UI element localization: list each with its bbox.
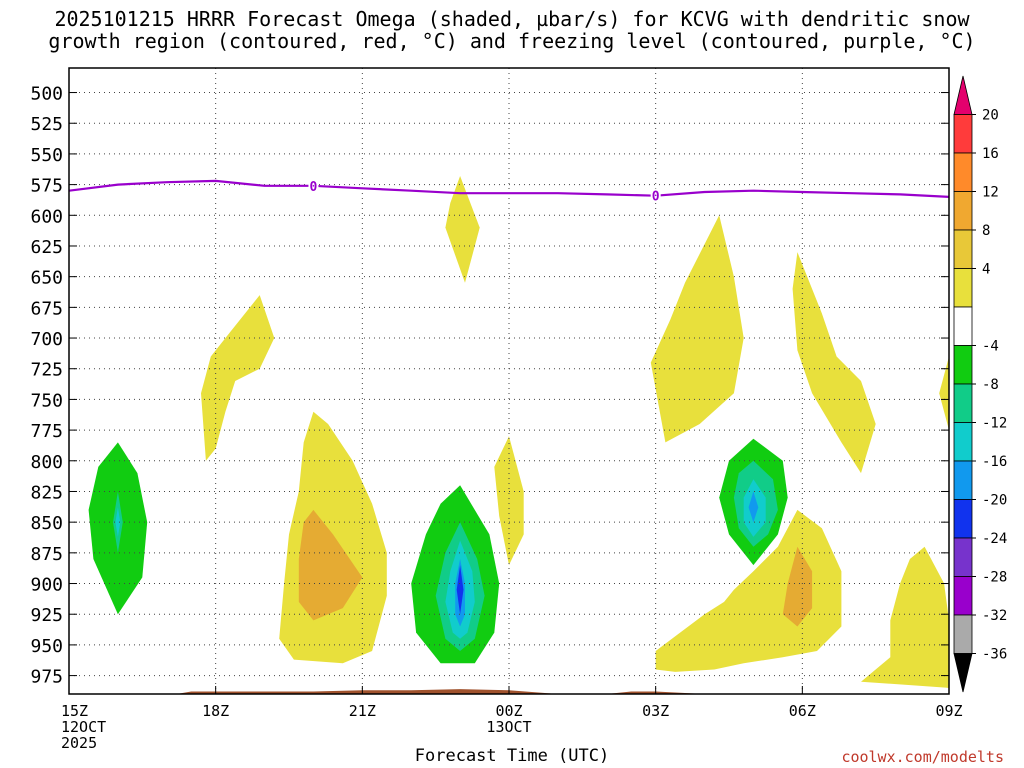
colorbar: 20 16 12 8 4 -4 -8 -12 -16 -20 -24 -28 -32 -36	[953, 75, 1007, 693]
colorbar-label-10: -24	[982, 531, 1007, 547]
y-tick-label-825: 825	[30, 482, 63, 503]
omega-region-5	[650, 215, 744, 443]
x-axis-label: Forecast Time (UTC)	[414, 746, 610, 766]
omega-region-23	[748, 491, 759, 523]
colorbar-bin-2	[953, 152, 973, 192]
colorbar-bin-6	[953, 306, 973, 346]
colorbar-bin-15	[953, 653, 973, 693]
colorbar-bin-10	[953, 460, 973, 500]
chart-title-line1: 2025101215 HRRR Forecast Omega (shaded, …	[54, 7, 970, 31]
x-tick-label-09Z: 09Z	[935, 702, 962, 720]
plot-inner: 00	[69, 68, 949, 694]
omega-region-9	[782, 546, 813, 627]
y-tick-label-975: 975	[30, 667, 63, 688]
omega-region-14	[115, 507, 121, 537]
colorbar-bin-9	[953, 422, 973, 462]
colorbar-bin-3	[953, 191, 973, 231]
colorbar-bin-14	[953, 614, 973, 654]
omega-region-3	[298, 509, 363, 621]
omega-region-0	[201, 295, 275, 461]
x-tick-label-15Z: 15Z	[61, 702, 88, 720]
omega-region-6	[792, 252, 876, 474]
x-tick-label-21Z: 21Z	[349, 702, 376, 720]
y-tick-label-925: 925	[30, 605, 63, 626]
chart-title: 2025101215 HRRR Forecast Omega (shaded, …	[0, 8, 1024, 52]
y-tick-label-550: 550	[30, 145, 63, 166]
y-tick-label-575: 575	[30, 176, 63, 197]
omega-region-1	[445, 176, 480, 283]
colorbar-bin-0	[953, 75, 973, 115]
y-tick-label-600: 600	[30, 206, 63, 227]
y-tick-label-725: 725	[30, 360, 63, 381]
axes: 500 525 550 575 600 625 650 675 700 725 750 775 800 8…	[30, 67, 963, 752]
omega-region-7	[939, 356, 949, 431]
freezing-level-label-bg-0	[308, 178, 319, 192]
colorbar-label-6: -8	[982, 377, 999, 393]
colorbar-label-8: -16	[982, 454, 1007, 470]
colorbar-bin-12	[953, 537, 973, 577]
colorbar-bin-1	[953, 114, 973, 154]
colorbar-bin-7	[953, 345, 973, 385]
omega-region-8	[655, 509, 842, 672]
y-tick-label-750: 750	[30, 390, 63, 411]
colorbar-label-1: 16	[982, 146, 999, 162]
y-tick-label-950: 950	[30, 636, 63, 657]
colorbar-label-13: -36	[982, 647, 1007, 663]
omega-region-11	[900, 642, 949, 688]
colorbar-label-4: 4	[982, 262, 990, 278]
y-tick-label-700: 700	[30, 329, 63, 350]
y-tick-label-800: 800	[30, 452, 63, 473]
y-tick-label-850: 850	[30, 513, 63, 534]
omega-region-4	[494, 436, 524, 566]
colorbar-bin-13	[953, 576, 973, 616]
colorbar-bin-8	[953, 383, 973, 423]
x-tick-label-18Z: 18Z	[202, 702, 229, 720]
omega-region-19	[456, 565, 464, 615]
plot-area: 00	[69, 68, 949, 694]
y-tick-label-675: 675	[30, 298, 63, 319]
x-tick-label-03Z: 03Z	[642, 702, 669, 720]
colorbar-label-0: 20	[982, 108, 999, 124]
freezing-level-label-1: 0	[652, 190, 660, 205]
y-tick-label-625: 625	[30, 237, 63, 258]
y-tick-label-875: 875	[30, 544, 63, 565]
y-tick-label-650: 650	[30, 268, 63, 289]
colorbar-label-11: -28	[982, 570, 1007, 586]
colorbar-label-9: -20	[982, 493, 1007, 509]
x-tick-label-06Z: 06Z	[789, 702, 816, 720]
y-tick-label-525: 525	[30, 114, 63, 135]
y-tick-label-500: 500	[30, 84, 63, 105]
colorbar-label-5: -4	[982, 339, 999, 355]
freezing-level-label-bg-1	[650, 188, 661, 202]
colorbar-label-3: 8	[982, 223, 990, 239]
colorbar-label-7: -12	[982, 416, 1007, 432]
freezing-level-label-0: 0	[310, 180, 318, 195]
x-tick-sublabel-15Z-1: 2025	[61, 734, 97, 752]
credit-text: coolwx.com/modelts	[841, 748, 1004, 766]
chart-title-line2: growth region (contoured, red, °C) and f…	[48, 29, 976, 53]
colorbar-bin-11	[953, 499, 973, 539]
y-tick-label-900: 900	[30, 575, 63, 596]
colorbar-bin-4	[953, 229, 973, 269]
colorbar-label-12: -32	[982, 608, 1007, 624]
y-tick-label-775: 775	[30, 421, 63, 442]
x-tick-label-00Z: 00Z	[495, 702, 522, 720]
freezing-level-line	[69, 179, 949, 198]
colorbar-bin-5	[953, 268, 973, 308]
x-tick-sublabel-15Z-0: 12OCT	[61, 718, 106, 736]
x-tick-sublabel-00Z-0: 13OCT	[486, 718, 531, 736]
colorbar-label-2: 12	[982, 185, 999, 201]
